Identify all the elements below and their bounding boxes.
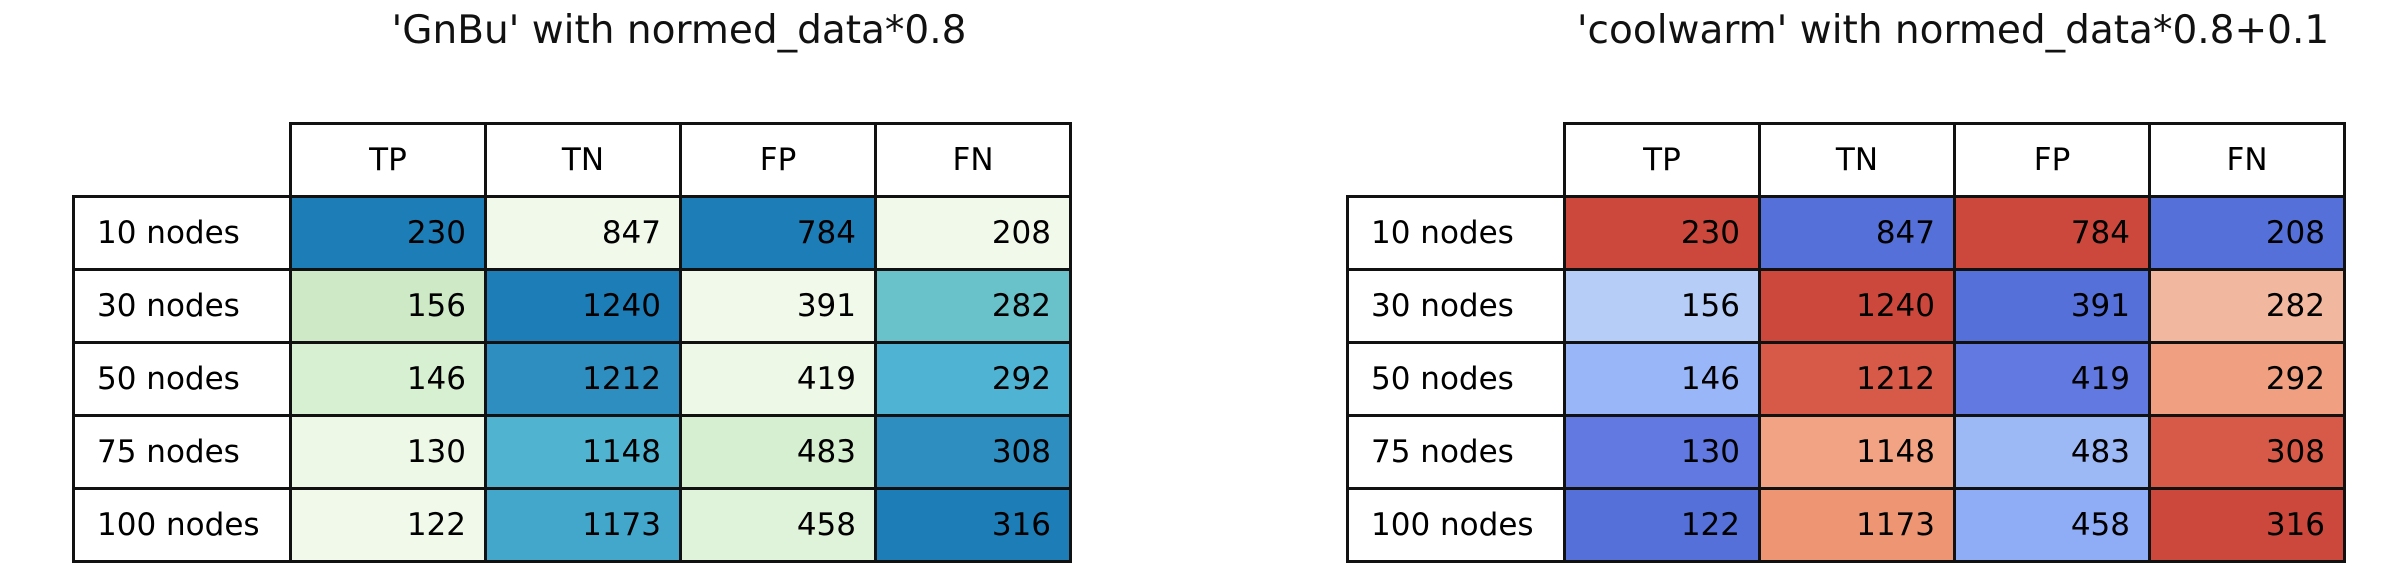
column-header: TP [1563,122,1761,198]
heatmap-cell: 230 [289,195,487,271]
coolwarm-heatmap-table: TP TN FP FN 10 nodes 230 847 784 208 30 nodes 156 1… [1346,122,2346,563]
table-row: 30 nodes 156 1240 391 282 [72,268,1072,344]
heatmap-cell: 208 [874,195,1072,271]
gnbu-heatmap-table: TP TN FP FN 10 nodes 230 847 784 208 30 nodes 156 1… [72,122,1072,563]
heatmap-cell: 146 [1563,341,1761,417]
heatmap-cell: 1240 [1758,268,1956,344]
heatmap-cell: 292 [2148,341,2346,417]
heatmap-cell: 1148 [1758,414,1956,490]
row-label: 30 nodes [1346,268,1566,344]
heatmap-cell: 156 [1563,268,1761,344]
heatmap-cell: 156 [289,268,487,344]
heatmap-cell: 1173 [1758,487,1956,563]
row-label: 30 nodes [72,268,292,344]
heatmap-cell: 1148 [484,414,682,490]
heatmap-cell: 308 [2148,414,2346,490]
heatmap-cell: 208 [2148,195,2346,271]
column-header: TN [484,122,682,198]
heatmap-cell: 391 [1953,268,2151,344]
corner-cell [74,124,291,197]
heatmap-cell: 308 [874,414,1072,490]
table-row: 75 nodes 130 1148 483 308 [72,414,1072,490]
corner-cell [1348,124,1565,197]
table-row: 50 nodes 146 1212 419 292 [1346,341,2346,417]
row-label: 75 nodes [72,414,292,490]
table-row: 75 nodes 130 1148 483 308 [1346,414,2346,490]
heatmap-cell: 1173 [484,487,682,563]
heatmap-cell: 847 [1758,195,1956,271]
table-row: 10 nodes 230 847 784 208 [72,195,1072,271]
heatmap-cell: 230 [1563,195,1761,271]
heatmap-cell: 1212 [484,341,682,417]
heatmap-cell: 784 [1953,195,2151,271]
heatmap-cell: 316 [874,487,1072,563]
heatmap-cell: 483 [679,414,877,490]
heatmap-cell: 122 [289,487,487,563]
heatmap-cell: 847 [484,195,682,271]
heatmap-cell: 419 [1953,341,2151,417]
heatmap-cell: 146 [289,341,487,417]
row-label: 100 nodes [72,487,292,563]
heatmap-cell: 282 [2148,268,2346,344]
left-chart-title: 'GnBu' with normed_data*0.8 [391,8,967,53]
heatmap-cell: 419 [679,341,877,417]
heatmap-cell: 784 [679,195,877,271]
header-row: TP TN FP FN [1348,122,2346,198]
table-row: 100 nodes 122 1173 458 316 [72,487,1072,563]
table-row: 50 nodes 146 1212 419 292 [72,341,1072,417]
heatmap-cell: 316 [2148,487,2346,563]
heatmap-cell: 1212 [1758,341,1956,417]
heatmap-cell: 282 [874,268,1072,344]
heatmap-cell: 1240 [484,268,682,344]
heatmap-cell: 458 [1953,487,2151,563]
heatmap-cell: 391 [679,268,877,344]
header-row: TP TN FP FN [74,122,1072,198]
table-row: 10 nodes 230 847 784 208 [1346,195,2346,271]
row-label: 50 nodes [72,341,292,417]
heatmap-cell: 130 [289,414,487,490]
right-chart-title: 'coolwarm' with normed_data*0.8+0.1 [1576,8,2330,53]
column-header: FP [679,122,877,198]
heatmap-cell: 292 [874,341,1072,417]
heatmap-cell: 458 [679,487,877,563]
column-header: FP [1953,122,2151,198]
heatmap-cell: 130 [1563,414,1761,490]
row-label: 10 nodes [72,195,292,271]
column-header: FN [874,122,1072,198]
column-header: FN [2148,122,2346,198]
column-header: TN [1758,122,1956,198]
table-row: 100 nodes 122 1173 458 316 [1346,487,2346,563]
heatmap-cell: 122 [1563,487,1761,563]
table-row: 30 nodes 156 1240 391 282 [1346,268,2346,344]
row-label: 10 nodes [1346,195,1566,271]
heatmap-cell: 483 [1953,414,2151,490]
column-header: TP [289,122,487,198]
row-label: 100 nodes [1346,487,1566,563]
row-label: 75 nodes [1346,414,1566,490]
row-label: 50 nodes [1346,341,1566,417]
